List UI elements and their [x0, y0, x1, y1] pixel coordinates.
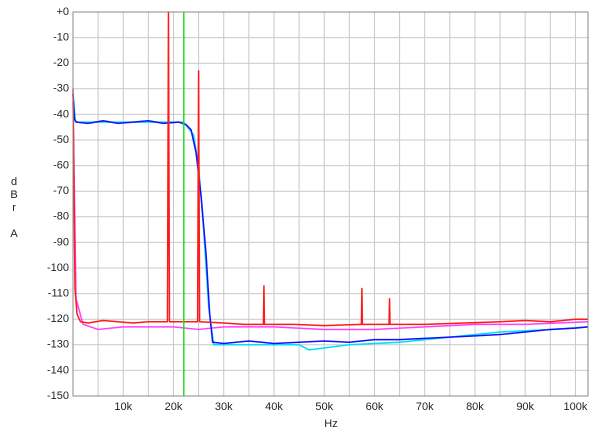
y-tick-label: -20	[53, 57, 69, 69]
y-tick-label: -140	[47, 364, 69, 376]
y-tick-label: -60	[53, 160, 69, 172]
y-tick-label: -50	[53, 134, 69, 146]
plot-border	[72, 11, 589, 397]
y-tick-label: -30	[53, 83, 69, 95]
x-tick-label: 80k	[466, 401, 484, 413]
y-tick-label: -130	[47, 339, 69, 351]
y-axis-label: dBr	[8, 176, 20, 215]
series-line	[72, 11, 588, 327]
x-tick-label: 10k	[114, 401, 132, 413]
x-tick-label: 50k	[315, 401, 333, 413]
y-tick-label: -10	[53, 32, 69, 44]
y-tick-label: -70	[53, 185, 69, 197]
x-tick-label: 70k	[416, 401, 434, 413]
y-tick-label: -40	[53, 108, 69, 120]
series-line	[72, 93, 589, 345]
y-tick-label: -80	[53, 211, 69, 223]
y-axis-unit: A	[10, 228, 18, 240]
x-tick-label: 60k	[366, 401, 384, 413]
y-tick-label: -120	[47, 313, 69, 325]
x-tick-label: 40k	[265, 401, 283, 413]
x-tick-label: 20k	[165, 401, 183, 413]
y-tick-label: -100	[47, 262, 69, 274]
y-tick-label: -110	[48, 288, 69, 300]
x-tick-label: 100k	[564, 401, 588, 413]
x-tick-label: 90k	[516, 401, 534, 413]
y-tick-label: +0	[56, 6, 69, 18]
y-tick-label: -150	[47, 390, 69, 402]
plot-area	[73, 12, 588, 396]
x-axis-label: Hz	[324, 418, 337, 430]
y-tick-label: -90	[53, 236, 69, 248]
x-tick-label: 30k	[215, 401, 233, 413]
